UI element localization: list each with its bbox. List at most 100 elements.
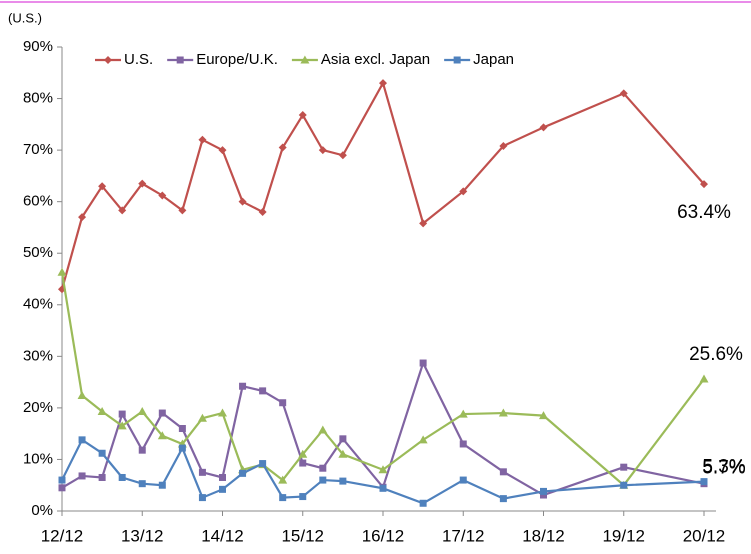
series-line (60, 272, 705, 487)
marker (239, 469, 247, 477)
x-tick-label: 19/12 (602, 526, 645, 545)
marker (138, 446, 146, 454)
marker (259, 460, 267, 468)
marker (279, 399, 287, 407)
marker (97, 406, 107, 415)
marker (218, 146, 227, 155)
marker (137, 406, 147, 415)
x-tick-label: 16/12 (362, 526, 405, 545)
marker (98, 449, 106, 457)
marker (319, 476, 327, 484)
marker (98, 182, 107, 191)
marker (178, 206, 187, 215)
value-label: 5.7% (702, 458, 745, 479)
marker (379, 484, 387, 492)
legend-marker (453, 56, 461, 64)
x-tick-label: 13/12 (121, 526, 164, 545)
marker (78, 472, 86, 480)
marker (339, 435, 347, 443)
marker (419, 499, 427, 507)
marker (699, 374, 709, 383)
x-tick-label: 18/12 (522, 526, 565, 545)
marker (338, 151, 347, 160)
marker (278, 143, 287, 152)
marker (178, 444, 186, 452)
legend-label: U.S. (124, 51, 153, 68)
y-tick-label: 20% (23, 399, 53, 416)
marker (620, 481, 628, 489)
marker (117, 421, 127, 430)
x-tick-label: 14/12 (201, 526, 244, 545)
marker (259, 387, 267, 395)
marker (238, 197, 247, 206)
marker (98, 473, 106, 481)
legend-label: Europe/U.K. (196, 51, 278, 68)
marker (338, 449, 348, 458)
marker (279, 494, 287, 502)
marker (78, 436, 86, 444)
legend-label: Asia excl. Japan (321, 51, 430, 68)
marker (499, 468, 507, 476)
marker (419, 219, 428, 228)
marker (339, 477, 347, 485)
marker (158, 191, 167, 200)
marker (57, 267, 67, 276)
marker (299, 459, 307, 467)
marker (620, 463, 628, 471)
marker (218, 408, 227, 417)
marker (118, 410, 126, 418)
y-axis-label: (U.S.) (8, 10, 42, 25)
marker (58, 484, 66, 492)
marker (499, 495, 507, 503)
marker (458, 409, 468, 418)
marker (539, 123, 548, 132)
legend-marker (176, 56, 184, 64)
marker (118, 206, 127, 215)
x-tick-label: 15/12 (281, 526, 324, 545)
x-tick-label: 17/12 (442, 526, 485, 545)
marker (459, 440, 467, 448)
marker (198, 468, 206, 476)
y-tick-label: 50% (23, 244, 53, 261)
value-label: 63.4% (677, 202, 731, 223)
marker (318, 425, 328, 434)
marker (178, 425, 186, 433)
y-tick-label: 80% (23, 90, 53, 107)
y-tick-label: 70% (23, 141, 53, 158)
value-label: 25.6% (689, 344, 743, 365)
marker (278, 475, 288, 484)
marker (319, 464, 327, 472)
marker (498, 408, 508, 417)
legend-label: Japan (473, 51, 514, 68)
marker (157, 431, 167, 440)
marker (198, 494, 206, 502)
marker (379, 79, 387, 88)
marker (459, 476, 467, 484)
marker (58, 476, 66, 484)
marker (138, 480, 146, 488)
marker (418, 435, 428, 444)
y-tick-label: 60% (23, 193, 53, 210)
y-tick-label: 0% (31, 502, 53, 519)
series-line (60, 80, 705, 290)
marker (78, 213, 87, 222)
marker (298, 449, 308, 458)
marker (239, 382, 247, 390)
series-line (61, 438, 705, 505)
y-tick-label: 30% (23, 347, 53, 364)
marker (138, 179, 147, 188)
marker (219, 485, 226, 493)
y-tick-label: 10% (23, 450, 53, 467)
legend-marker (300, 55, 310, 64)
marker (700, 478, 708, 486)
marker (700, 180, 708, 189)
marker (258, 207, 267, 216)
y-tick-label: 90% (23, 38, 53, 55)
x-tick-label: 12/12 (41, 526, 84, 545)
value-label: 5.3% (702, 457, 745, 478)
marker (499, 141, 508, 150)
marker (118, 473, 126, 481)
marker (539, 411, 548, 420)
marker (219, 473, 226, 481)
marker (158, 409, 166, 417)
